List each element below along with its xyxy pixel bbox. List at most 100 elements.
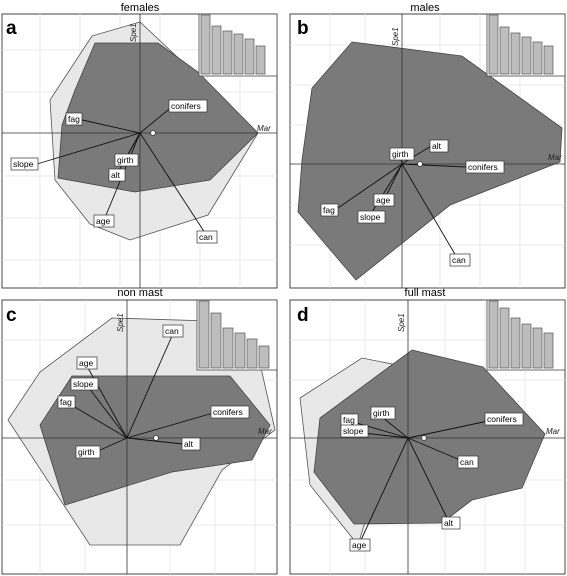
eigenvalue-bar — [510, 317, 521, 369]
vector-arrow — [139, 105, 174, 134]
vector-label: age — [96, 216, 110, 226]
vector-label: girth — [373, 408, 390, 418]
eigenvalue-bar — [258, 345, 270, 369]
panel-d: Mar Spe1 girth fag slope conifers can — [289, 287, 566, 575]
vector-arrow — [77, 118, 141, 134]
eigenvalue-bar — [488, 300, 499, 369]
vector-label: alt — [444, 518, 454, 528]
eigenvalue-bar — [234, 332, 246, 369]
centroid-marker — [153, 435, 159, 441]
vector-label: age — [352, 540, 366, 550]
vector-arrow — [116, 132, 141, 175]
eigenvalue-bar — [543, 332, 554, 369]
eigenvalue-bar — [532, 41, 543, 75]
vector-arrow — [97, 437, 128, 452]
centroid-marker — [417, 161, 423, 167]
eigenvalue-bar — [200, 14, 211, 75]
eigenvalue-bar — [233, 33, 244, 75]
vector-arrow — [36, 132, 141, 165]
panel-letter: b — [297, 18, 309, 39]
panel-letter: d — [297, 305, 309, 326]
vector-arrow — [407, 437, 461, 461]
eigenvalue-bar — [543, 45, 554, 75]
vector-label: fag — [68, 114, 80, 124]
vector-label: can — [460, 457, 474, 467]
vector-label: conifers — [487, 414, 517, 424]
eigenvalue-barplot — [196, 299, 278, 371]
eigenvalue-bar — [488, 14, 499, 75]
vector-label: alt — [184, 439, 194, 449]
panel-a: Mar Spe1 conifers fag slope girth alt — [1, 2, 278, 289]
vector-label: age — [376, 195, 390, 205]
vector-arrow — [407, 420, 489, 439]
vector-arrow — [385, 163, 403, 197]
panel-title: males — [410, 2, 440, 14]
vector-label: can — [452, 255, 466, 265]
vector-label: slope — [13, 159, 34, 169]
panel-c: Mar Spe1 can age slope fag conifers — [1, 287, 278, 575]
centroid-marker — [421, 435, 427, 441]
y-axis-label: Spe1 — [116, 313, 125, 332]
vector-label: alt — [432, 141, 442, 151]
panel-letter: a — [6, 18, 17, 39]
hull-inner — [313, 349, 546, 525]
eigenvalue-bar — [246, 338, 258, 369]
panel-b: Mar Spe1 alt girth conifers age fag — [289, 2, 566, 289]
panel-frame — [289, 299, 566, 575]
vector-label: can — [165, 326, 179, 336]
vector-label: fag — [60, 397, 72, 407]
panel-frame — [289, 13, 566, 289]
panel-letter: c — [6, 305, 17, 326]
eigenvalue-bar — [222, 30, 233, 75]
panel-frame — [1, 13, 278, 289]
vector-arrow — [334, 163, 403, 211]
x-axis-label: Mar — [257, 124, 271, 133]
eigenvalue-bar — [499, 26, 510, 75]
vector-label: age — [79, 358, 93, 368]
eigenvalue-bar — [521, 36, 532, 75]
arrows — [67, 335, 214, 452]
eigenvalue-bar — [510, 32, 521, 75]
eigenvalue-bar — [244, 38, 255, 75]
x-axis-label: Mar — [258, 427, 272, 436]
vector-label: girth — [78, 447, 95, 457]
vector-label: girth — [117, 155, 134, 165]
y-axis-label: Spe1 — [391, 27, 400, 46]
hull-inner — [57, 42, 259, 193]
vector-arrow — [349, 420, 409, 439]
panel-frame — [1, 299, 278, 575]
vector-arrow — [401, 163, 457, 257]
eigenvalue-bar — [210, 312, 222, 369]
panel-title: non mast — [117, 287, 162, 299]
eigenvalue-barplot — [486, 299, 566, 371]
vector-label: slope — [360, 212, 381, 222]
vector-labels: can age slope fag conifers girth alt — [57, 324, 250, 459]
vector-label: slope — [73, 379, 94, 389]
centroid-marker — [150, 130, 156, 136]
vector-arrow — [126, 412, 214, 439]
eigenvalue-bar — [198, 300, 210, 369]
vector-labels: conifers fag slope girth alt age can — [10, 99, 218, 244]
vector-arrow — [360, 437, 409, 541]
x-axis-label: Mar — [546, 427, 560, 436]
eigenvalue-bar — [222, 327, 234, 369]
vector-labels: alt girth conifers age fag slope can — [320, 139, 505, 267]
panel-title: full mast — [405, 287, 446, 299]
vector-labels: girth fag slope conifers can alt age — [340, 406, 524, 552]
vector-label: conifers — [171, 101, 201, 111]
eigenvalue-bar — [255, 45, 266, 75]
eigenvalue-bar — [211, 25, 222, 75]
eigenvalue-bar — [499, 307, 510, 369]
vector-arrow — [139, 132, 208, 237]
y-axis-label: Spe1 — [129, 23, 138, 42]
arrows — [349, 416, 489, 541]
vector-arrow — [85, 383, 128, 439]
vector-arrow — [401, 145, 432, 165]
vector-label: conifers — [468, 162, 498, 172]
hull-inner — [297, 41, 563, 281]
vector-label: slope — [343, 426, 364, 436]
vector-arrow — [401, 163, 467, 168]
eigenvalue-bar — [532, 327, 543, 369]
y-axis-label: Spe1 — [397, 313, 406, 332]
vector-arrow — [126, 335, 173, 439]
